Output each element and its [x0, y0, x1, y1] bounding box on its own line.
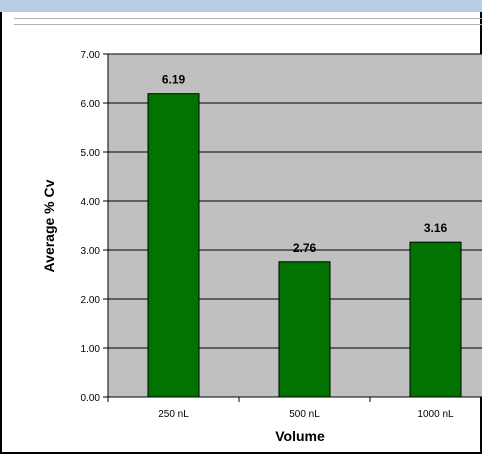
bars [147, 93, 462, 398]
bar [278, 261, 331, 398]
ruler-line [14, 18, 482, 25]
y-tick-label: 7.00 [81, 50, 101, 61]
data-labels: 6.19 2.76 3.16 [162, 73, 448, 255]
y-tick-label: 3.00 [81, 246, 101, 257]
y-tick-label: 5.00 [81, 148, 101, 159]
y-axis-ticks: 0.00 1.00 2.00 3.00 4.00 5.00 6.00 7.00 [81, 50, 108, 404]
y-tick-label: 6.00 [81, 99, 101, 110]
bar-value-label: 2.76 [293, 241, 317, 255]
bar [147, 93, 200, 398]
x-tick-label: 1000 nL [417, 409, 454, 420]
bar-value-label: 3.16 [424, 221, 448, 235]
y-axis-title: Average % Cv [41, 179, 57, 272]
x-axis-ticks: 250 nL 500 nL 1000 nL [107, 397, 454, 420]
x-axis-title: Volume [275, 428, 325, 444]
x-tick-label: 250 nL [158, 409, 189, 420]
y-tick-label: 2.00 [81, 295, 101, 306]
x-tick-label: 500 nL [289, 409, 320, 420]
bar [409, 241, 462, 398]
y-tick-label: 0.00 [81, 393, 101, 404]
y-tick-label: 1.00 [81, 344, 101, 355]
bar-value-label: 6.19 [162, 73, 186, 87]
y-tick-label: 4.00 [81, 197, 101, 208]
